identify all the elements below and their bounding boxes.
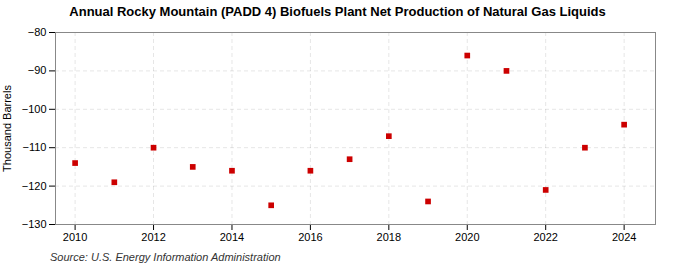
svg-text:2014: 2014 bbox=[220, 231, 244, 243]
svg-text:−120: −120 bbox=[22, 180, 47, 192]
svg-text:−110: −110 bbox=[23, 141, 47, 153]
svg-text:−130: −130 bbox=[22, 218, 47, 230]
svg-text:−100: −100 bbox=[22, 103, 47, 115]
svg-text:−80: −80 bbox=[28, 26, 47, 38]
svg-text:2010: 2010 bbox=[63, 231, 87, 243]
svg-text:2024: 2024 bbox=[612, 231, 636, 243]
html-text:Annual Rocky Mountain (PADD 4): Annual Rocky Mountain (PADD 4) Biofuels … bbox=[69, 4, 606, 19]
svg-text:Thousand Barrels: Thousand Barrels bbox=[1, 85, 13, 172]
svg-text:2016: 2016 bbox=[298, 231, 322, 243]
svg-text:2018: 2018 bbox=[377, 231, 401, 243]
svg-text:2022: 2022 bbox=[533, 231, 557, 243]
svg-text:2012: 2012 bbox=[141, 231, 165, 243]
html-text:Source: U.S. Energy Informatio: Source: U.S. Energy Information Administ… bbox=[50, 251, 281, 263]
svg-text:−90: −90 bbox=[28, 64, 47, 76]
svg-text:2020: 2020 bbox=[455, 231, 479, 243]
